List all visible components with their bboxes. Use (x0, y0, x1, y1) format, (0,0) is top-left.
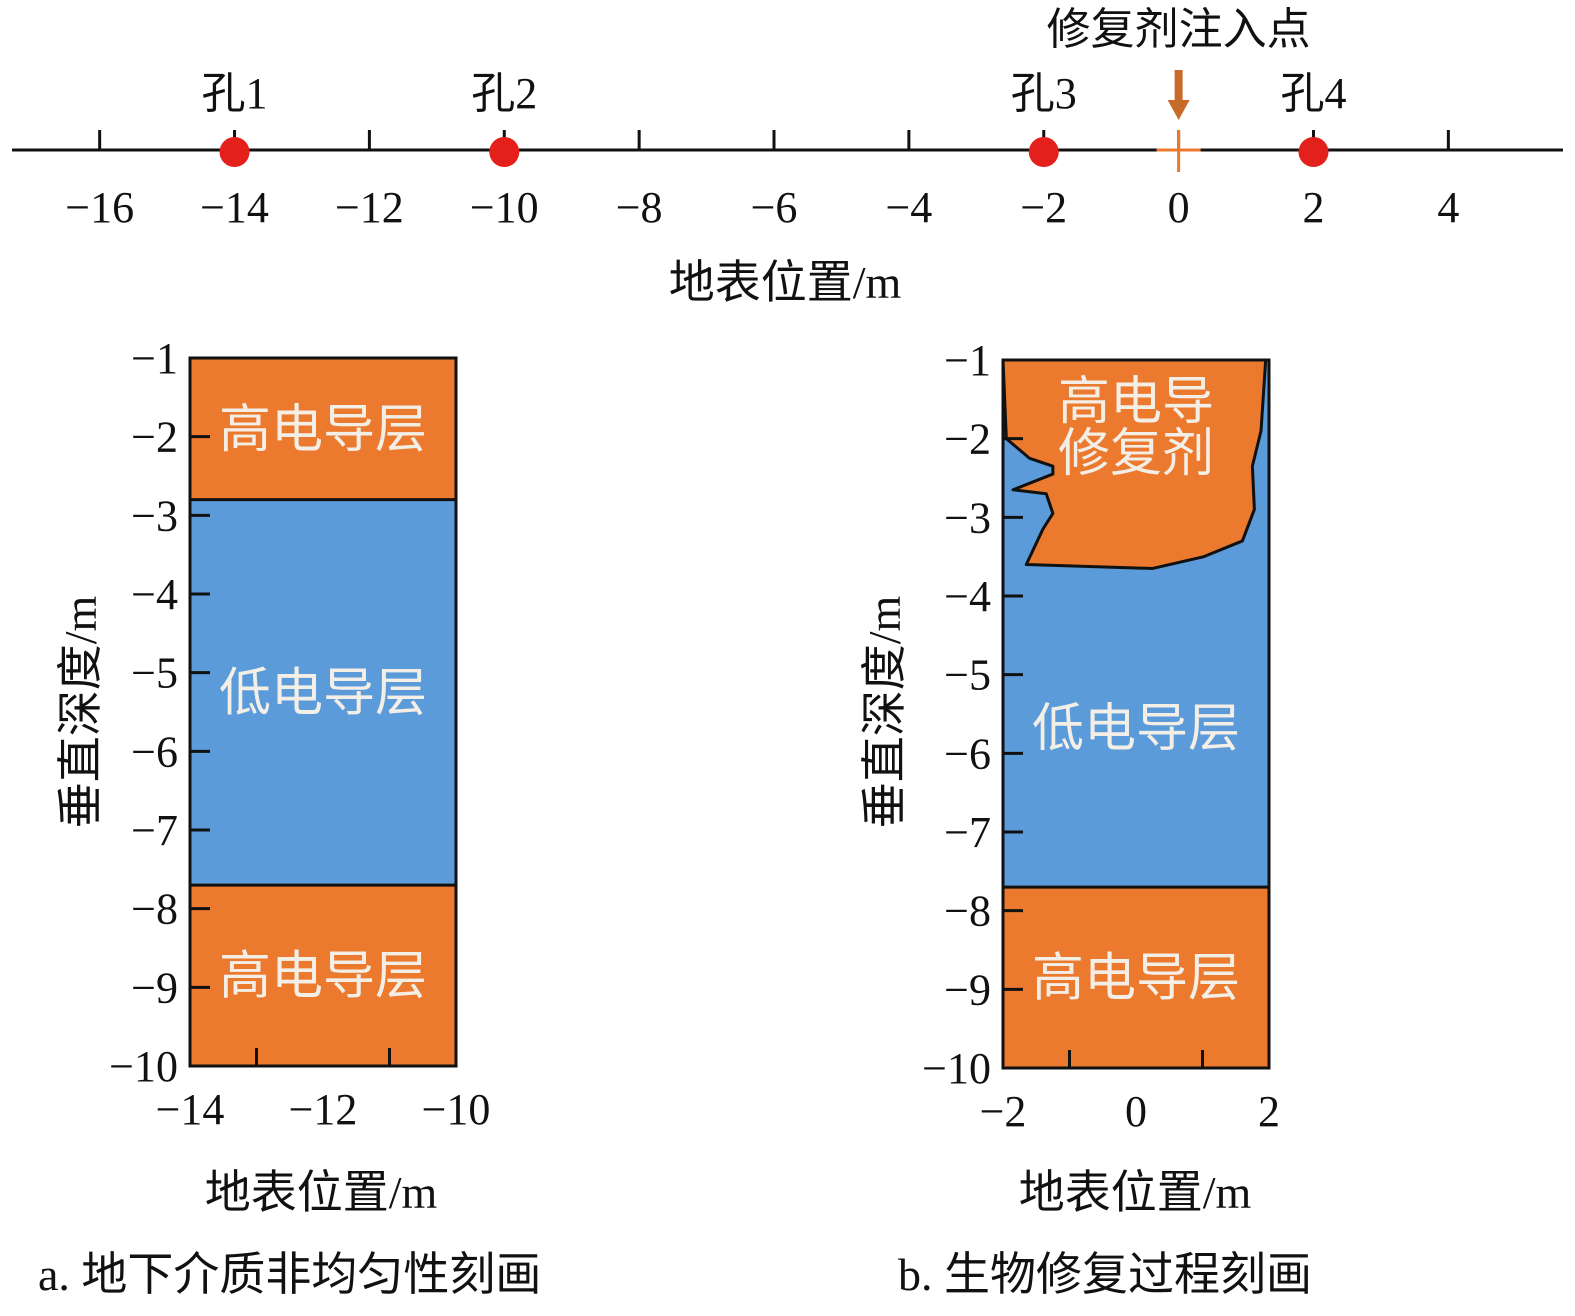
layer-label: 高电导层 (219, 402, 427, 459)
hole-label: 孔4 (1280, 69, 1346, 118)
layer-high (190, 358, 456, 500)
x-tick-label: −14 (156, 1085, 225, 1134)
hole-label: 孔2 (471, 69, 537, 118)
injection-marker (1156, 130, 1201, 172)
layer-low (190, 499, 456, 886)
y-tick-label: −1 (131, 334, 178, 383)
y-tick-label: −9 (944, 965, 991, 1014)
remediation-plume (1001, 358, 1268, 570)
y-tick-label: −3 (944, 493, 991, 542)
surface-tick-label: −4 (885, 183, 932, 232)
x-tick-label: −2 (980, 1087, 1027, 1136)
y-tick-label: −2 (944, 415, 991, 464)
surface-tick-label: 2 (1302, 183, 1324, 232)
surface-tick-label: −2 (1020, 183, 1067, 232)
y-tick-label: −10 (922, 1044, 991, 1093)
y-tick-label: −2 (131, 413, 178, 462)
layer-high (190, 885, 456, 1066)
x-tick-label: −10 (422, 1085, 491, 1134)
surface-axis-title: 地表位置/m (669, 257, 902, 308)
y-tick-label: −1 (944, 336, 991, 385)
surface-tick-label: −14 (200, 183, 269, 232)
panel-a-x-title: 地表位置/m (205, 1167, 438, 1218)
surface-tick-label: −10 (470, 183, 539, 232)
surface-ticks: −16 −14 −12 −10 −8 −6 −4 −2 0 2 4 (65, 130, 1459, 232)
panel-a: −1−2−3−4−5−6−7−8−9−10−14 −12 −10高电导层低电导层高电… (109, 334, 490, 1134)
surface-tick-label: −8 (616, 183, 663, 232)
hole-marker (1298, 137, 1329, 167)
y-tick-label: −7 (131, 806, 178, 855)
y-tick-label: −6 (131, 727, 178, 776)
y-tick-label: −8 (944, 887, 991, 936)
hole-marker (219, 137, 250, 167)
y-tick-label: −4 (131, 570, 178, 619)
panel-b-x-title: 地表位置/m (1019, 1167, 1252, 1218)
panel-frame (188, 356, 458, 1068)
y-tick-label: −4 (944, 572, 991, 621)
injection-arrow-shaft (1174, 70, 1183, 102)
surface-tick-label: 0 (1168, 183, 1190, 232)
layer-high (1003, 887, 1269, 1068)
y-tick-label: −8 (131, 885, 178, 934)
layer-label: 高电导层 (1032, 951, 1240, 1008)
plume-label: 高电导 (1058, 374, 1214, 431)
y-tick-label: −7 (944, 808, 991, 857)
hole-marker (489, 137, 520, 167)
injection-label: 修复剂注入点 (1047, 5, 1311, 54)
layer-label: 高电导层 (219, 949, 427, 1006)
surface-tick-label: −6 (751, 183, 798, 232)
y-tick-label: −5 (131, 649, 178, 698)
surface-tick-label: 4 (1437, 183, 1459, 232)
layer-label: 低电导层 (219, 665, 427, 722)
panel-b-caption: b. 生物修复过程刻画 (898, 1249, 1312, 1300)
y-tick-label: −6 (944, 729, 991, 778)
panel-a-caption: a. 地下介质非均匀性刻画 (38, 1249, 541, 1300)
panel-a-y-title: 垂直深度/m (55, 596, 106, 829)
injection-arrow-head (1167, 100, 1190, 120)
x-tick-label: 2 (1258, 1087, 1280, 1136)
hole-marker (1028, 137, 1059, 167)
y-tick-label: −3 (131, 491, 178, 540)
y-tick-label: −5 (944, 651, 991, 700)
y-tick-label: −10 (109, 1042, 178, 1091)
x-tick-label: 0 (1125, 1087, 1147, 1136)
surface-profile: −16 −14 −12 −10 −8 −6 −4 −2 0 2 4 孔1 孔2 孔3 孔4 修复剂注入点 … (12, 5, 1563, 308)
y-tick-label: −9 (131, 963, 178, 1012)
x-tick-label: −12 (289, 1085, 358, 1134)
surface-holes: 孔1 孔2 孔3 孔4 (202, 69, 1346, 167)
plume-label: 修复剂 (1058, 426, 1214, 483)
injection-point: 修复剂注入点 (1047, 5, 1311, 172)
surface-tick-label: −12 (335, 183, 404, 232)
hole-label: 孔3 (1011, 69, 1077, 118)
hole-label: 孔1 (202, 69, 268, 118)
layer-label: 低电导层 (1032, 701, 1240, 758)
surface-tick-label: −16 (65, 183, 134, 232)
panel-frame (1001, 358, 1271, 1070)
panel-b-y-title: 垂直深度/m (859, 596, 910, 829)
